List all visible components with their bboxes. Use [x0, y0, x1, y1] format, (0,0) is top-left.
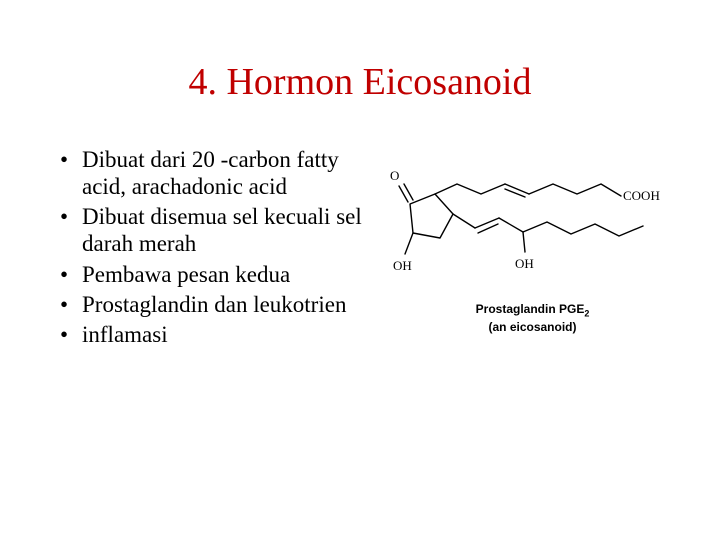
prostaglandin-structure: O OH OH COOH	[365, 156, 665, 296]
list-item: Pembawa pesan kedua	[60, 261, 365, 288]
figure-caption: Prostaglandin PGE2 (an eicosanoid)	[365, 302, 700, 335]
list-item: Dibuat dari 20 -carbon fatty acid, arach…	[60, 146, 365, 200]
bullet-list: Dibuat dari 20 -carbon fatty acid, arach…	[60, 146, 365, 351]
page-title: 4. Hormon Eicosanoid	[0, 0, 720, 104]
label-OH1: OH	[393, 258, 412, 273]
label-O: O	[390, 168, 399, 183]
caption-name: Prostaglandin PGE	[476, 302, 585, 316]
caption-paren: (an eicosanoid)	[488, 320, 576, 334]
list-item: inflamasi	[60, 321, 365, 348]
label-OH2: OH	[515, 256, 534, 271]
list-item: Prostaglandin dan leukotrien	[60, 291, 365, 318]
list-item: Dibuat disemua sel kecuali sel darah mer…	[60, 203, 365, 257]
label-COOH: COOH	[623, 188, 660, 203]
figure-column: O OH OH COOH Prostaglandin PGE2 (an eico…	[365, 146, 700, 351]
content-row: Dibuat dari 20 -carbon fatty acid, arach…	[0, 146, 720, 351]
caption-subscript: 2	[584, 308, 589, 318]
